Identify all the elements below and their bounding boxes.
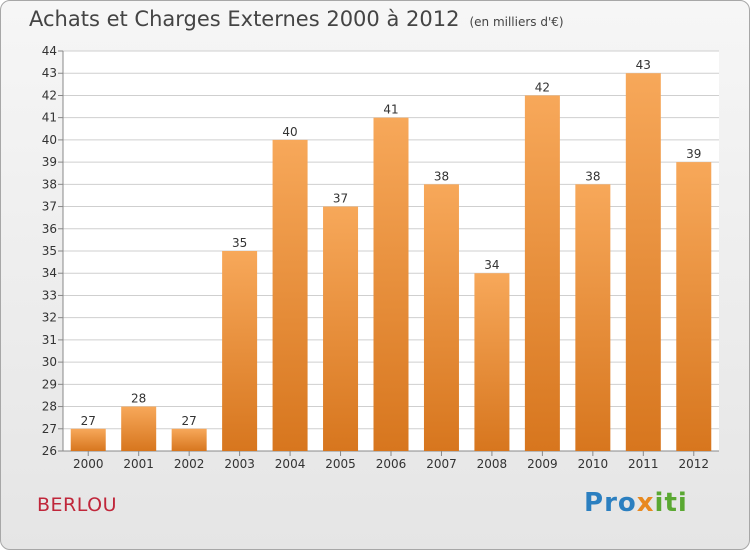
logo-letter: i <box>654 488 665 518</box>
x-tick-label: 2002 <box>174 457 205 471</box>
y-tick-label: 42 <box>42 88 57 102</box>
x-tick-label: 2004 <box>275 457 306 471</box>
x-tick-label: 2008 <box>477 457 508 471</box>
logo-letter: o <box>617 488 637 518</box>
x-tick-label: 2006 <box>376 457 407 471</box>
bar <box>272 139 308 451</box>
bar <box>625 73 661 451</box>
logo-letter: t <box>664 488 678 518</box>
bar-value-label: 37 <box>333 192 348 206</box>
bar-value-label: 27 <box>182 414 197 428</box>
chart-title: Achats et Charges Externes 2000 à 2012 (e… <box>29 7 564 31</box>
bar <box>323 206 359 451</box>
y-tick-label: 27 <box>42 422 57 436</box>
bar <box>575 184 611 452</box>
logo-letter: r <box>604 488 618 518</box>
bar-value-label: 28 <box>131 392 146 406</box>
proxiti-logo: Proxiti <box>584 488 688 518</box>
y-tick-label: 43 <box>42 66 57 80</box>
logo-letter: P <box>584 488 605 518</box>
y-tick-label: 28 <box>42 400 57 414</box>
chart-subtitle: (en milliers d'€) <box>469 15 564 29</box>
bar-value-label: 27 <box>81 414 96 428</box>
y-tick-label: 26 <box>42 444 57 458</box>
bar <box>373 117 409 452</box>
bar <box>524 95 560 451</box>
y-tick-label: 40 <box>42 133 57 147</box>
y-tick-label: 41 <box>42 111 57 125</box>
bar-value-label: 42 <box>535 80 550 94</box>
x-tick-label: 2001 <box>123 457 154 471</box>
bar-value-label: 38 <box>434 169 449 183</box>
x-tick-label: 2009 <box>527 457 558 471</box>
bar <box>171 428 207 451</box>
x-tick-label: 2007 <box>426 457 457 471</box>
bar-value-label: 35 <box>232 236 247 250</box>
y-tick-label: 36 <box>42 222 57 236</box>
bar <box>676 162 712 451</box>
chart-title-text: Achats et Charges Externes 2000 à 2012 <box>29 7 460 31</box>
y-tick-label: 31 <box>42 333 57 347</box>
logo-letter: i <box>677 488 688 518</box>
x-tick-label: 2005 <box>325 457 356 471</box>
bar-value-label: 40 <box>282 125 297 139</box>
y-tick-label: 29 <box>42 377 57 391</box>
y-tick-label: 39 <box>42 155 57 169</box>
logo-letter: x <box>636 488 655 518</box>
y-tick-label: 34 <box>42 266 57 280</box>
x-tick-label: 2012 <box>678 457 709 471</box>
bar <box>423 184 459 452</box>
x-tick-label: 2000 <box>73 457 104 471</box>
bar-value-label: 34 <box>484 258 499 272</box>
x-tick-label: 2011 <box>628 457 659 471</box>
bar <box>222 251 258 451</box>
y-tick-label: 32 <box>42 311 57 325</box>
y-tick-label: 33 <box>42 288 57 302</box>
y-tick-label: 44 <box>42 44 57 58</box>
bar <box>70 428 106 451</box>
x-tick-label: 2003 <box>224 457 255 471</box>
bar-value-label: 38 <box>585 169 600 183</box>
bar-value-label: 39 <box>686 147 701 161</box>
bar-value-label: 43 <box>636 58 651 72</box>
bar <box>474 273 510 451</box>
x-tick-label: 2010 <box>578 457 609 471</box>
y-tick-label: 38 <box>42 177 57 191</box>
bar-value-label: 41 <box>383 103 398 117</box>
y-tick-label: 35 <box>42 244 57 258</box>
bar <box>121 406 157 451</box>
y-tick-label: 30 <box>42 355 57 369</box>
place-name: BERLOU <box>37 494 118 516</box>
y-tick-label: 37 <box>42 200 57 214</box>
